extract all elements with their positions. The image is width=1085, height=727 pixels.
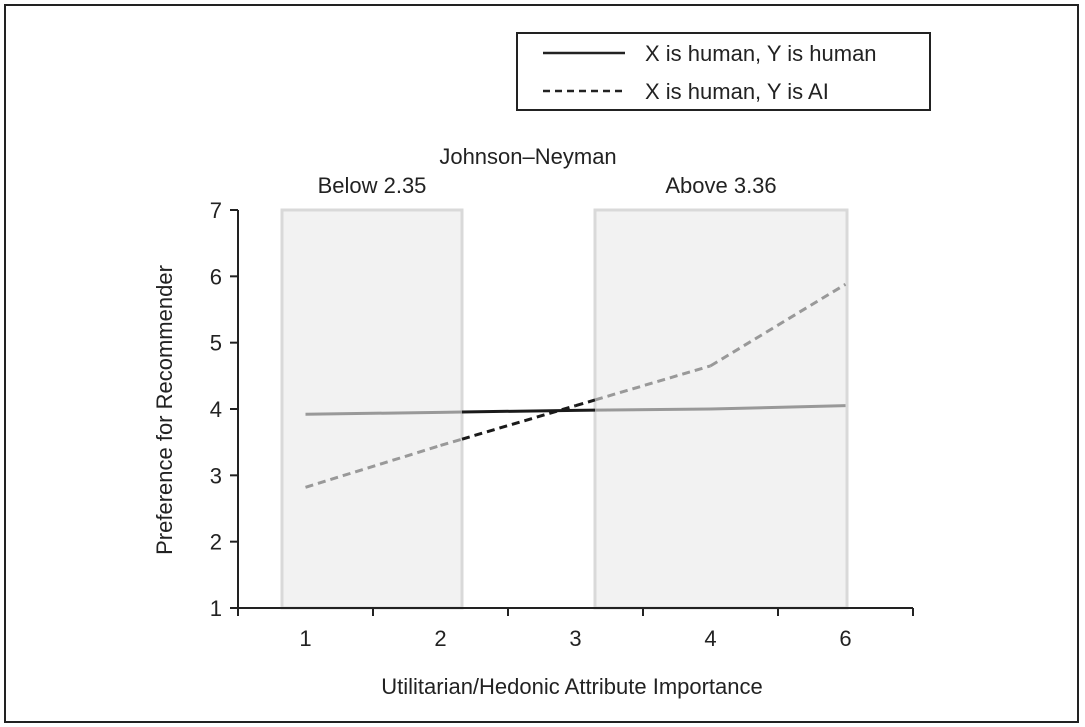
legend-label-human: X is human, Y is human (645, 41, 877, 66)
series-ai-line (440, 437, 463, 447)
x-ticks: 1 2 3 4 6 (237, 608, 914, 651)
series-human-line (710, 404, 846, 411)
series-ai-line (305, 444, 441, 489)
legend-label-ai: X is human, Y is AI (645, 79, 829, 104)
figure-frame (4, 4, 1079, 723)
legend-box (516, 32, 931, 111)
x-tick-label: 3 (569, 626, 581, 651)
series-human-line (594, 407, 711, 412)
x-tick-label: 6 (839, 626, 851, 651)
y-tick-label: 1 (210, 596, 222, 621)
x-tick-label: 2 (434, 626, 446, 651)
series-human-line (305, 410, 441, 416)
x-axis-title: Utilitarian/Hedonic Attribute Importance (381, 674, 763, 699)
y-axis-title: Preference for Recommender (152, 265, 177, 555)
region-above-label: Above 3.36 (665, 173, 776, 198)
x-tick-label: 4 (704, 626, 716, 651)
legend: X is human, Y is human X is human, Y is … (516, 32, 931, 111)
y-tick-label: 4 (210, 397, 222, 422)
y-tick-label: 7 (210, 198, 222, 223)
y-tick-label: 3 (210, 463, 222, 488)
series-layer (305, 283, 847, 489)
y-ticks: 1 2 3 4 5 6 7 (210, 198, 238, 621)
series-ai-line (709, 283, 847, 368)
series-ai-line (575, 398, 596, 408)
johnson-neyman-title: Johnson–Neyman (439, 144, 616, 169)
y-tick-label: 6 (210, 264, 222, 289)
y-tick-label: 5 (210, 331, 222, 356)
region-below (280, 208, 464, 610)
x-tick-label: 1 (299, 626, 311, 651)
y-tick-label: 2 (210, 530, 222, 555)
series-human-line (461, 408, 576, 414)
series-ai-line (594, 364, 711, 402)
region-below-label: Below 2.35 (318, 173, 427, 198)
series-ai-line (461, 404, 576, 441)
